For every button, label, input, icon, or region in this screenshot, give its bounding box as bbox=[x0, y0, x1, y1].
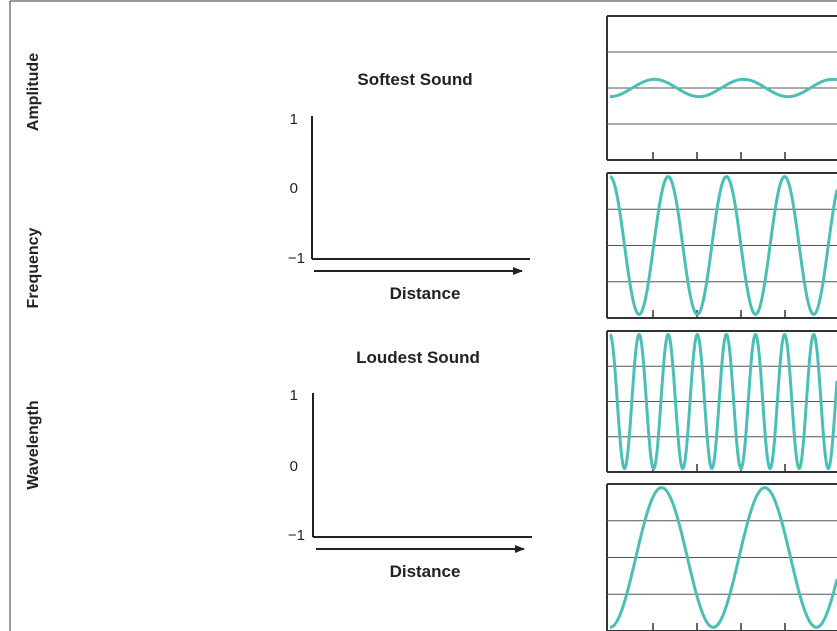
side-label-frequency: Frequency bbox=[25, 227, 42, 308]
wave-box-frequency bbox=[606, 172, 837, 319]
wave-curve bbox=[608, 332, 837, 471]
loudest-y-tick-top: 1 bbox=[290, 387, 298, 404]
wave-curve bbox=[609, 486, 837, 629]
wave-curve bbox=[609, 77, 837, 99]
wave-boxes bbox=[606, 15, 837, 631]
softest-y-tick-middle: 0 bbox=[290, 180, 298, 197]
loudest-distance-label: Distance bbox=[390, 562, 461, 581]
wave-box-long-wavelength bbox=[606, 483, 837, 631]
softest-y-tick-top: 1 bbox=[290, 111, 298, 128]
side-label-wavelength: Wavelength bbox=[25, 400, 42, 489]
loudest-y-tick-middle: 0 bbox=[290, 458, 298, 475]
side-label-amplitude: Amplitude bbox=[25, 53, 42, 131]
softest-sound-heading: Softest Sound bbox=[357, 70, 472, 89]
softest-distance-label: Distance bbox=[390, 284, 461, 303]
loudest-y-tick-bottom: −1 bbox=[288, 527, 305, 544]
wave-curve bbox=[609, 175, 837, 316]
loudest-sound-axes: Loudest Sound 1 0 −1 Distance bbox=[288, 348, 532, 581]
wave-box-high-frequency bbox=[606, 330, 837, 473]
softest-y-tick-bottom: −1 bbox=[288, 250, 305, 267]
wave-box-amplitude-soft bbox=[606, 15, 837, 161]
softest-sound-axes: Softest Sound 1 0 −1 Distance bbox=[288, 70, 530, 303]
loudest-sound-heading: Loudest Sound bbox=[356, 348, 480, 367]
